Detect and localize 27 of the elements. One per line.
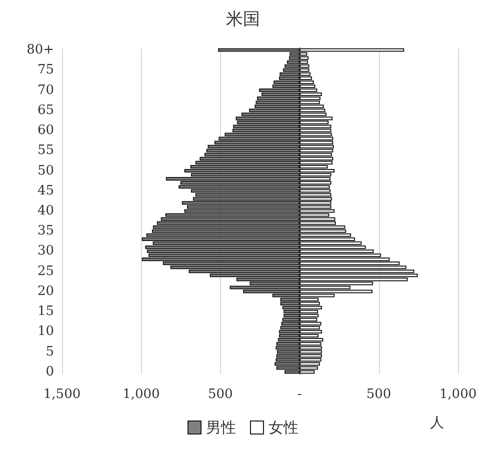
y-tick-label: 15 bbox=[37, 304, 54, 320]
y-tick-label: 35 bbox=[37, 224, 54, 239]
x-tick-label: 1,500 bbox=[43, 387, 81, 402]
y-tick-label: 10 bbox=[37, 324, 54, 340]
x-tick-label: 1,000 bbox=[122, 387, 160, 402]
x-tick-label: 500 bbox=[208, 387, 233, 402]
y-tick-label: 0 bbox=[46, 364, 54, 380]
legend-label: 女性 bbox=[268, 418, 298, 436]
legend-label: 男性 bbox=[206, 418, 236, 436]
x-tick-label: 1,000 bbox=[439, 387, 477, 402]
x-axis-title: 人 bbox=[430, 415, 444, 431]
y-tick-label: 70 bbox=[37, 82, 54, 98]
chart-title: 米国 bbox=[226, 10, 260, 30]
y-tick-label: 50 bbox=[37, 163, 54, 178]
y-tick-label: 20 bbox=[37, 284, 54, 299]
y-tick-label: 55 bbox=[37, 143, 54, 158]
y-tick-label: 25 bbox=[37, 264, 54, 279]
y-tick-label: 5 bbox=[46, 344, 54, 360]
x-tick-label: - bbox=[297, 387, 302, 402]
y-tick-label: 65 bbox=[37, 102, 54, 118]
y-tick-label: 45 bbox=[37, 183, 54, 198]
y-tick-label: 30 bbox=[37, 244, 54, 259]
y-tick-label: 75 bbox=[37, 62, 54, 78]
y-tick-label: 40 bbox=[37, 204, 54, 218]
y-tick-label: 60 bbox=[37, 123, 54, 138]
x-tick-label: 500 bbox=[366, 387, 392, 402]
y-tick-label: 80+ bbox=[26, 42, 54, 58]
